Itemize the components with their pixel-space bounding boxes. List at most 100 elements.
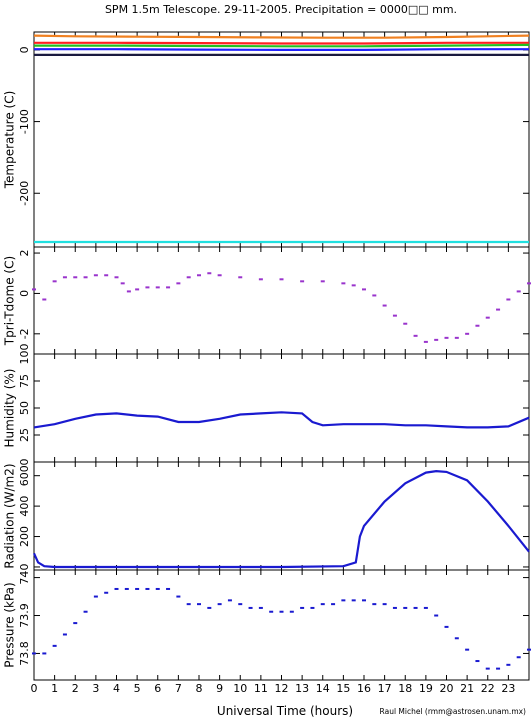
data-point — [155, 286, 160, 289]
data-point — [516, 290, 521, 293]
x-tick-label: 16 — [357, 682, 371, 695]
data-point — [248, 606, 253, 609]
y-tick-label: 73.9 — [18, 603, 31, 628]
y-tick-label: -200 — [18, 181, 31, 206]
data-point — [227, 599, 232, 602]
data-point — [423, 606, 428, 609]
data-point — [527, 282, 531, 285]
x-tick-label: 1 — [51, 682, 58, 695]
plot-frame — [33, 569, 530, 681]
data-point — [197, 274, 201, 277]
data-point — [506, 663, 511, 666]
data-point — [73, 276, 78, 279]
data-point — [351, 599, 356, 602]
data-point — [527, 648, 531, 651]
data-point — [176, 595, 181, 598]
y-axis-label: Temperature (C) — [3, 91, 17, 190]
data-point — [93, 274, 98, 277]
y-tick-label: 50 — [18, 401, 31, 415]
data-point — [114, 276, 119, 279]
data-point — [434, 338, 439, 341]
y-tick-label: 0 — [18, 459, 31, 466]
data-point — [496, 308, 501, 311]
y-tick-label: 0 — [18, 290, 31, 297]
data-point — [42, 298, 47, 301]
y-axis-label: Pressure (kPa) — [3, 582, 17, 667]
y-tick-label: 0 — [18, 563, 31, 570]
data-point — [475, 660, 480, 663]
data-point — [114, 587, 119, 590]
data-point — [382, 304, 387, 307]
data-point — [83, 276, 88, 279]
data-point — [166, 587, 171, 590]
y-tick-label: 25 — [18, 428, 31, 442]
x-tick-label: 6 — [154, 682, 161, 695]
data-point — [310, 606, 315, 609]
x-tick-label: 10 — [233, 682, 247, 695]
x-tick-label: 4 — [113, 682, 120, 695]
data-point — [341, 599, 346, 602]
x-tick-label: 21 — [460, 682, 474, 695]
data-point — [485, 316, 490, 319]
data-point — [392, 606, 397, 609]
series-line — [34, 43, 530, 48]
data-point — [207, 606, 212, 609]
x-tick-label: 11 — [254, 682, 268, 695]
data-point — [444, 336, 449, 339]
x-tick-label: 7 — [175, 682, 182, 695]
x-tick-label: 3 — [92, 682, 99, 695]
data-point — [279, 610, 284, 613]
data-point — [434, 614, 439, 617]
y-tick-label: 0 — [18, 46, 31, 53]
data-point — [62, 633, 67, 636]
data-point — [32, 652, 36, 655]
data-point — [104, 591, 109, 594]
data-point — [155, 587, 160, 590]
data-point — [506, 298, 511, 301]
data-point — [135, 587, 140, 590]
data-point — [372, 603, 377, 606]
plot-frame — [33, 31, 530, 248]
y-axis-label: Tpri-Tdome (C) — [3, 256, 17, 346]
data-point — [320, 280, 325, 283]
data-point — [238, 603, 243, 606]
x-tick-label: 19 — [419, 682, 433, 695]
series-line — [33, 411, 530, 429]
y-tick-label: 600 — [18, 465, 31, 486]
data-point — [413, 334, 418, 337]
data-point — [176, 282, 181, 285]
data-point — [289, 610, 294, 613]
data-point — [423, 340, 428, 343]
data-point — [32, 288, 36, 291]
data-point — [331, 603, 336, 606]
data-point — [258, 606, 263, 609]
x-axis-label: Universal Time (hours) — [217, 704, 353, 718]
data-point — [320, 603, 325, 606]
data-point — [485, 667, 490, 670]
y-tick-label: 73.8 — [18, 641, 31, 666]
x-tick-label: 15 — [336, 682, 350, 695]
data-point — [186, 603, 191, 606]
data-point — [207, 272, 212, 275]
data-point — [145, 587, 150, 590]
x-tick-label: 5 — [134, 682, 141, 695]
data-point — [465, 332, 470, 335]
data-point — [217, 603, 222, 606]
chart-title: SPM 1.5m Telescope. 29-11-2005. Precipit… — [105, 3, 457, 16]
series-line — [34, 48, 529, 52]
y-tick-label: 74 — [18, 571, 31, 585]
data-point — [300, 280, 305, 283]
x-tick-label: 12 — [275, 682, 289, 695]
x-tick-label: 9 — [216, 682, 223, 695]
y-tick-label: -100 — [18, 109, 31, 134]
plot-frame — [33, 461, 530, 571]
data-point — [392, 314, 397, 317]
data-point — [413, 606, 418, 609]
x-tick-label: 22 — [481, 682, 495, 695]
